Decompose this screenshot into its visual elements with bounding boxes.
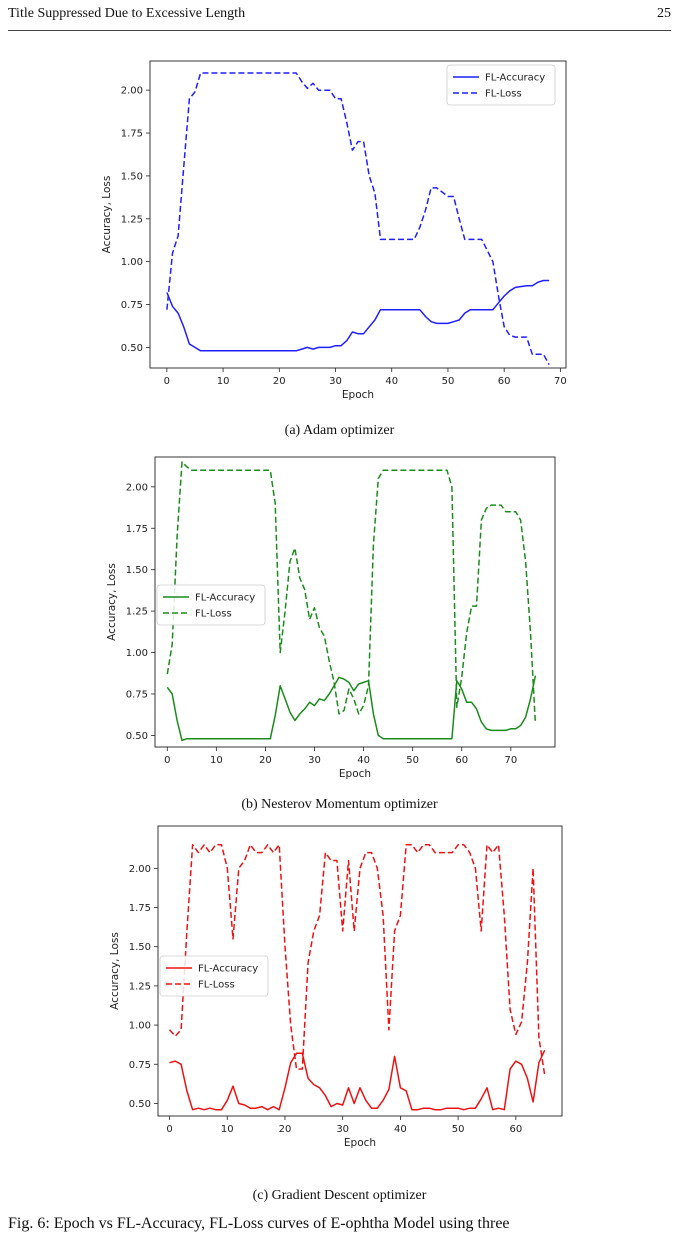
- x-tick-label: 10: [221, 1124, 234, 1135]
- accuracy-series-line: [166, 279, 550, 352]
- nesterov-chart: 0 10 20 30 40 50 60 70 0.50 0.75 1.00 1.25 1.50 1.75 2…: [106, 456, 556, 780]
- caption-adam: (a) Adam optimizer: [284, 423, 395, 438]
- x-tick-label: 50: [442, 376, 455, 387]
- page-number: 25: [657, 6, 671, 21]
- y-tick-label: 1.50: [121, 171, 143, 182]
- legend-box: [159, 955, 269, 997]
- x-axis-label: Epoch: [344, 1137, 376, 1149]
- x-axis-label: Epoch: [339, 768, 371, 780]
- y-tick-label: 1.25: [129, 981, 151, 992]
- caption-gradient-descent: (c) Gradient Descent optimizer: [252, 1188, 427, 1203]
- x-tick-label: 20: [279, 1124, 292, 1135]
- x-tick-label: 40: [385, 376, 398, 387]
- y-tick-label: 1.75: [121, 129, 143, 140]
- x-tick-label: 60: [509, 1124, 522, 1135]
- x-tick-label: 10: [210, 755, 223, 766]
- x-tick-label: 40: [357, 755, 370, 766]
- caption-nesterov: (b) Nesterov Momentum optimizer: [241, 797, 438, 812]
- y-tick-label: 2.00: [129, 864, 151, 875]
- x-tick-label: 50: [406, 755, 419, 766]
- y-tick-label: 1.75: [129, 903, 151, 914]
- y-tick-label: 0.50: [126, 731, 148, 742]
- header-rule: [8, 30, 671, 31]
- gradient-descent-chart: 0 10 20 30 40 50 60 0.50 0.75 1.00 1.25 1.50 1.75 2.0…: [109, 825, 563, 1149]
- y-tick-label: 0.75: [129, 1060, 151, 1071]
- x-tick-label: 0: [166, 1124, 172, 1135]
- y-tick-label: 1.75: [126, 524, 148, 535]
- y-tick-label: 1.50: [129, 942, 151, 953]
- running-title: Title Suppressed Due to Excessive Length: [8, 6, 246, 21]
- y-tick-label: 1.50: [126, 565, 148, 576]
- y-tick-label: 2.00: [126, 482, 148, 493]
- running-header: Title Suppressed Due to Excessive Length…: [8, 4, 671, 26]
- loss-series-line: [166, 461, 537, 724]
- x-tick-label: 10: [217, 376, 230, 387]
- y-axis-label: Accuracy, Loss: [106, 563, 118, 641]
- legend-label: FL-Loss: [485, 89, 522, 100]
- loss-series-line: [168, 844, 546, 1076]
- accuracy-series-line: [169, 1049, 546, 1111]
- x-tick-label: 0: [164, 755, 170, 766]
- y-tick-label: 0.50: [121, 343, 143, 354]
- adam-chart: 0 10 20 30 40 50 60 70 0.50 0.75 1.00 1.25 1.50 1.75 2…: [101, 60, 567, 401]
- x-tick-label: 60: [498, 376, 511, 387]
- legend-label: FL-Loss: [198, 980, 235, 991]
- x-tick-label: 30: [336, 1124, 349, 1135]
- y-tick-label: 0.75: [121, 300, 143, 311]
- y-axis-label: Accuracy, Loss: [101, 176, 113, 254]
- accuracy-series-line: [166, 675, 537, 742]
- x-tick-label: 20: [273, 376, 286, 387]
- x-tick-label: 70: [504, 755, 517, 766]
- x-axis-label: Epoch: [342, 389, 374, 401]
- y-tick-label: 1.00: [121, 257, 143, 268]
- plot-frame: [149, 60, 567, 369]
- x-tick-label: 60: [455, 755, 468, 766]
- y-tick-label: 0.75: [126, 689, 148, 700]
- plot-frame: [157, 825, 563, 1117]
- legend-box: [446, 64, 556, 106]
- x-tick-label: 70: [554, 376, 567, 387]
- x-tick-label: 50: [452, 1124, 465, 1135]
- y-tick-label: 1.25: [126, 607, 148, 618]
- legend-label: FL-Accuracy: [485, 73, 545, 84]
- x-tick-label: 30: [308, 755, 321, 766]
- x-tick-label: 30: [329, 376, 342, 387]
- x-tick-label: 0: [164, 376, 170, 387]
- x-tick-label: 40: [394, 1124, 407, 1135]
- y-tick-label: 1.00: [126, 648, 148, 659]
- y-tick-label: 1.25: [121, 214, 143, 225]
- y-tick-label: 2.00: [121, 86, 143, 97]
- legend-label: FL-Loss: [195, 609, 232, 620]
- loss-series-line: [166, 72, 550, 365]
- plot-frame: [154, 456, 556, 748]
- x-tick-label: 20: [259, 755, 272, 766]
- legend-label: FL-Accuracy: [195, 593, 255, 604]
- legend-label: FL-Accuracy: [198, 964, 258, 975]
- y-tick-label: 1.00: [129, 1021, 151, 1032]
- y-tick-label: 0.50: [129, 1099, 151, 1110]
- figure-caption: Fig. 6: Epoch vs FL-Accuracy, FL-Loss cu…: [8, 1215, 510, 1232]
- y-axis-label: Accuracy, Loss: [109, 932, 121, 1010]
- legend-box: [156, 584, 266, 626]
